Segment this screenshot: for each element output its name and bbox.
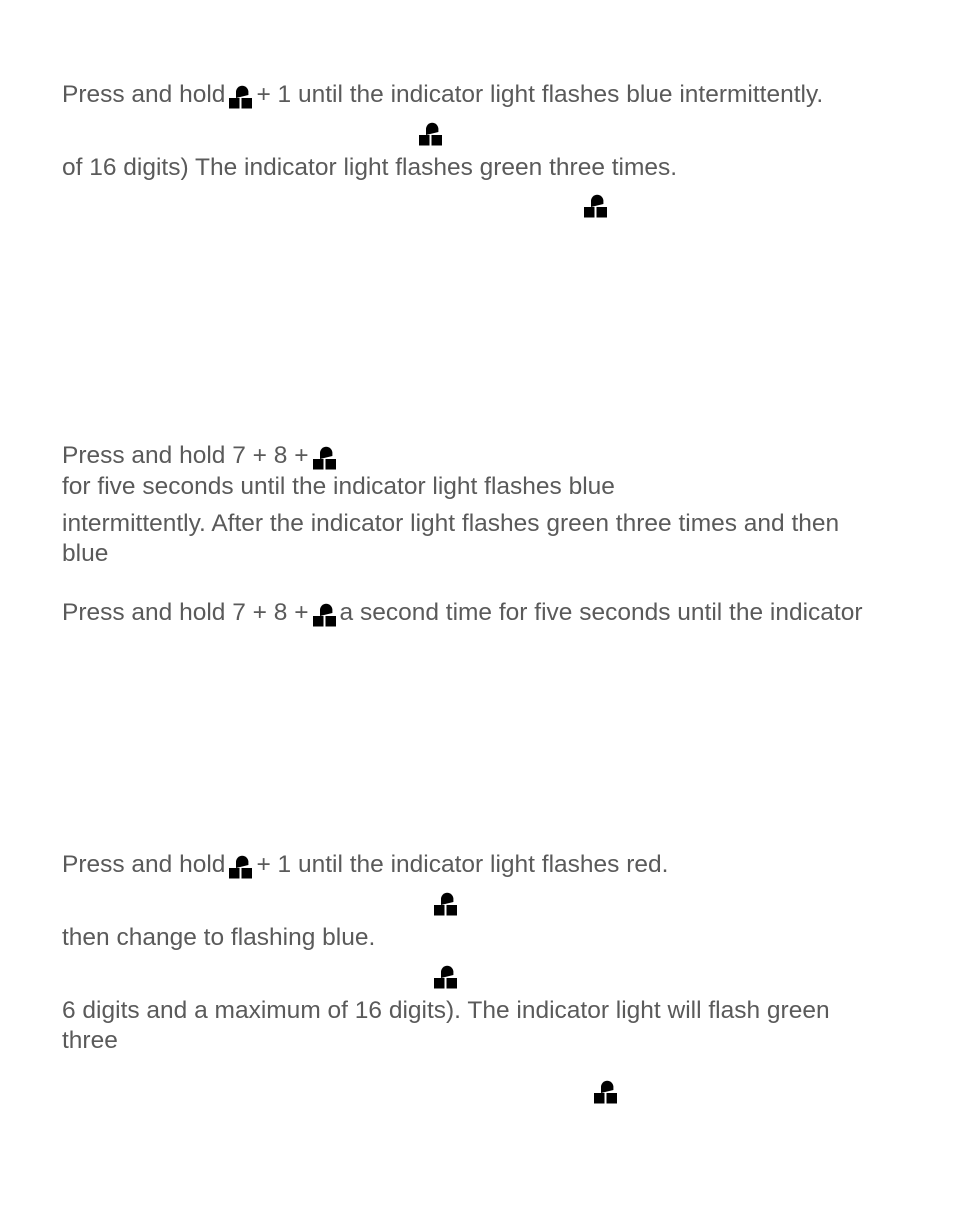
instruction-line [62, 189, 892, 219]
instruction-line [62, 887, 892, 917]
instruction-text: of 16 digits) The indicator light flashe… [62, 153, 677, 184]
instruction-line: Press and hold + 1 until the indicator l… [62, 850, 892, 881]
instruction-block: Press and hold + 1 until the indicator l… [62, 80, 892, 219]
instruction-block: Press and hold 7 + 8 + for five seconds … [62, 441, 892, 628]
instruction-line: of 16 digits) The indicator light flashe… [62, 153, 892, 184]
instruction-text: then change to flashing blue. [62, 923, 375, 954]
padlock-icon [592, 1077, 619, 1107]
instruction-line: Press and hold + 1 until the indicator l… [62, 80, 892, 111]
instruction-text: Press and hold [62, 850, 225, 881]
instruction-text: Press and hold 7 + 8 + [62, 441, 309, 472]
instruction-text: 6 digits and a maximum of 16 digits). Th… [62, 996, 892, 1057]
instruction-line: intermittently. After the indicator ligh… [62, 509, 892, 570]
padlock-icon [582, 191, 609, 221]
padlock-icon [227, 82, 254, 112]
instruction-text: a second time for five seconds until the… [340, 598, 863, 629]
padlock-icon [311, 600, 338, 630]
padlock-icon [417, 119, 444, 149]
instruction-block: Press and hold + 1 until the indicator l… [62, 850, 892, 1105]
instruction-line: 6 digits and a maximum of 16 digits). Th… [62, 996, 892, 1057]
instruction-line [62, 1075, 892, 1105]
padlock-icon [311, 443, 338, 473]
instruction-line [62, 117, 892, 147]
document-page: Press and hold + 1 until the indicator l… [0, 0, 954, 1105]
padlock-icon [432, 962, 459, 992]
padlock-icon [227, 852, 254, 882]
instruction-text: + 1 until the indicator light flashes re… [256, 850, 668, 881]
instruction-line [62, 960, 892, 990]
padlock-icon [432, 889, 459, 919]
instruction-text: Press and hold 7 + 8 + [62, 598, 309, 629]
instruction-text: Press and hold [62, 80, 225, 111]
instruction-text: for five seconds until the indicator lig… [62, 472, 615, 503]
instruction-line: then change to flashing blue. [62, 923, 892, 954]
instruction-line: Press and hold 7 + 8 + a second time for… [62, 598, 892, 629]
instruction-text: intermittently. After the indicator ligh… [62, 509, 892, 570]
instruction-line: Press and hold 7 + 8 + for five seconds … [62, 441, 892, 502]
instruction-text: + 1 until the indicator light flashes bl… [256, 80, 823, 111]
